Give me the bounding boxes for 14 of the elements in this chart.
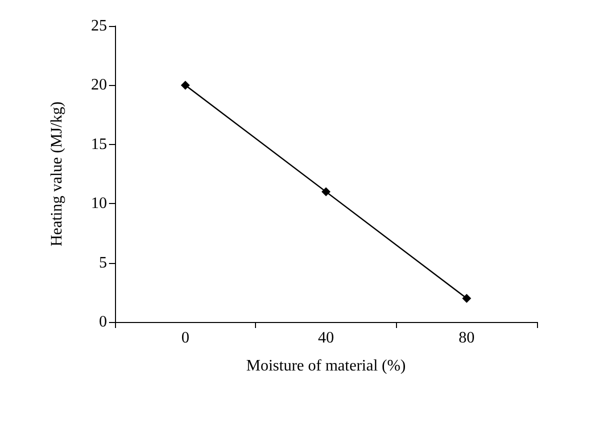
- x-axis-title: Moisture of material (%): [246, 358, 406, 374]
- y-tick-label: 25: [91, 18, 107, 34]
- x-tick-label: 40: [318, 330, 334, 346]
- y-tick-label: 10: [91, 195, 107, 212]
- point: [180, 80, 190, 90]
- y-tick-label: 15: [91, 136, 107, 153]
- point: [462, 294, 472, 303]
- y-tick-label: 5: [99, 254, 107, 272]
- point: [322, 187, 330, 196]
- y-tick-label: 0: [99, 314, 107, 330]
- x-tick-label: 0: [181, 330, 190, 346]
- x-tick-label: 80: [458, 330, 475, 346]
- y-axis-title: Heating value (MJ/kg): [48, 102, 66, 246]
- y-tick-label: 20: [91, 76, 107, 94]
